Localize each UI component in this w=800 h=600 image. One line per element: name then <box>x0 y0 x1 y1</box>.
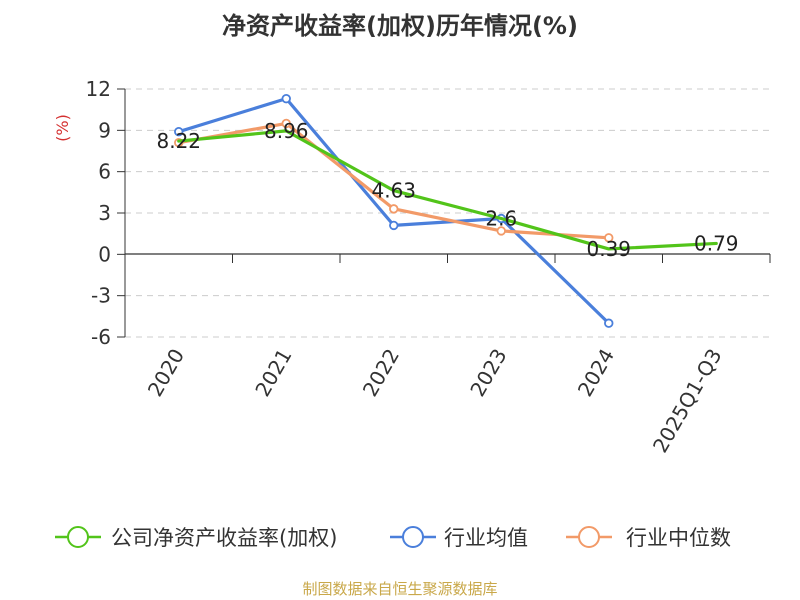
data-labels: 8.22 8.96 4.63 2.6 0.39 0.79 <box>156 119 738 261</box>
y-tick-label: 6 <box>98 160 111 184</box>
legend-marker-0 <box>67 526 89 548</box>
data-label: 8.22 <box>156 129 201 153</box>
x-category-label: 2022 <box>358 345 404 401</box>
x-category-label: 2025Q1-Q3 <box>648 345 727 457</box>
grid-lines <box>125 88 770 338</box>
data-label: 8.96 <box>264 119 309 143</box>
y-tick-label: 9 <box>98 118 111 142</box>
x-category-label: 2023 <box>465 345 511 401</box>
x-category-label: 2024 <box>573 345 619 401</box>
x-category-label: 2021 <box>250 345 296 401</box>
legend-marker-2 <box>578 526 600 548</box>
series-line-0 <box>177 129 718 251</box>
data-label: 0.79 <box>694 231 739 255</box>
legend-label: 行业中位数 <box>626 526 731 550</box>
legend-label: 行业均值 <box>444 526 528 550</box>
series-point-2 <box>496 226 506 236</box>
data-label: 2.6 <box>485 207 517 231</box>
data-source: 制图数据来自恒生聚源数据库 <box>302 580 497 598</box>
legend: 公司净资产收益率(加权) 行业均值 行业中位数 <box>55 526 731 550</box>
series-point-1 <box>389 220 399 231</box>
series-point-2 <box>389 204 399 214</box>
series-lines <box>174 93 718 328</box>
series-point-2 <box>281 118 291 129</box>
series-point-2 <box>604 233 614 243</box>
legend-marker-1 <box>402 526 424 548</box>
y-tick-label: 12 <box>86 77 111 101</box>
series-point-1 <box>174 127 184 137</box>
series-point-1 <box>281 93 291 104</box>
data-label: 4.63 <box>371 179 416 203</box>
chart-title: 净资产收益率(加权)历年情况(%) <box>222 12 578 40</box>
y-tick-label: 0 <box>98 242 111 266</box>
y-tick-label: -3 <box>91 284 111 308</box>
x-category-label: 2020 <box>143 345 189 401</box>
y-tick-label: 3 <box>98 201 111 225</box>
y-axis-unit: (%) <box>53 114 72 142</box>
data-label: 0.39 <box>586 237 631 261</box>
legend-label: 公司净资产收益率(加权) <box>111 526 337 550</box>
series-point-1 <box>604 318 614 328</box>
y-tick-label: -6 <box>91 325 111 349</box>
